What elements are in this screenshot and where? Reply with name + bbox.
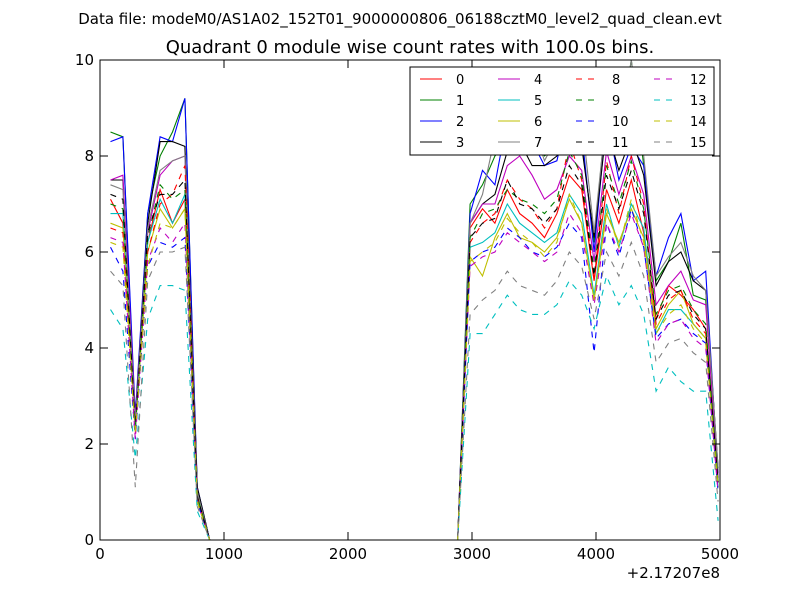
x-tick-label: 0 [95,545,105,563]
legend-label-12: 12 [690,73,707,88]
legend-label-0: 0 [456,73,464,88]
series-line-12 [110,211,719,540]
x-tick-label: 5000 [701,545,739,563]
legend-label-6: 6 [534,115,542,130]
y-tick-label: 0 [84,531,94,549]
series-line-11 [110,164,719,540]
x-tick-label: 2000 [329,545,367,563]
legend-box [409,66,715,156]
plot-frame [99,59,721,541]
x-offset-label: +2.17207e8 [627,564,720,582]
y-tick-label: 8 [84,147,94,165]
chart-title: Quadrant 0 module wise count rates with … [166,37,655,58]
y-tick-label: 2 [84,435,94,453]
legend-label-4: 4 [534,73,542,88]
series-line-13 [110,274,719,540]
y-tick-label: 6 [84,243,94,261]
legend-label-8: 8 [612,73,620,88]
legend-label-9: 9 [612,94,620,109]
legend-label-7: 7 [534,136,542,151]
y-tick-label: 10 [75,51,94,69]
legend-label-14: 14 [690,115,707,130]
legend-label-15: 15 [690,136,707,151]
series-line-9 [110,149,719,540]
series-line-15 [110,240,719,540]
y-tick-label: 4 [84,339,94,357]
series-line-10 [110,206,719,540]
legend-label-10: 10 [612,115,629,130]
legend-label-3: 3 [456,136,464,151]
figure-suptitle: Data file: modeM0/AS1A02_152T01_90000008… [78,10,722,29]
legend-label-1: 1 [456,94,464,109]
x-tick-label: 4000 [577,545,615,563]
series-line-0 [110,174,719,540]
x-tick-label: 3000 [453,545,491,563]
legend-label-5: 5 [534,94,542,109]
series-line-14 [110,192,719,540]
legend-label-13: 13 [690,94,707,109]
legend-label-2: 2 [456,115,464,130]
legend-label-11: 11 [612,136,629,151]
x-tick-label: 1000 [205,545,243,563]
